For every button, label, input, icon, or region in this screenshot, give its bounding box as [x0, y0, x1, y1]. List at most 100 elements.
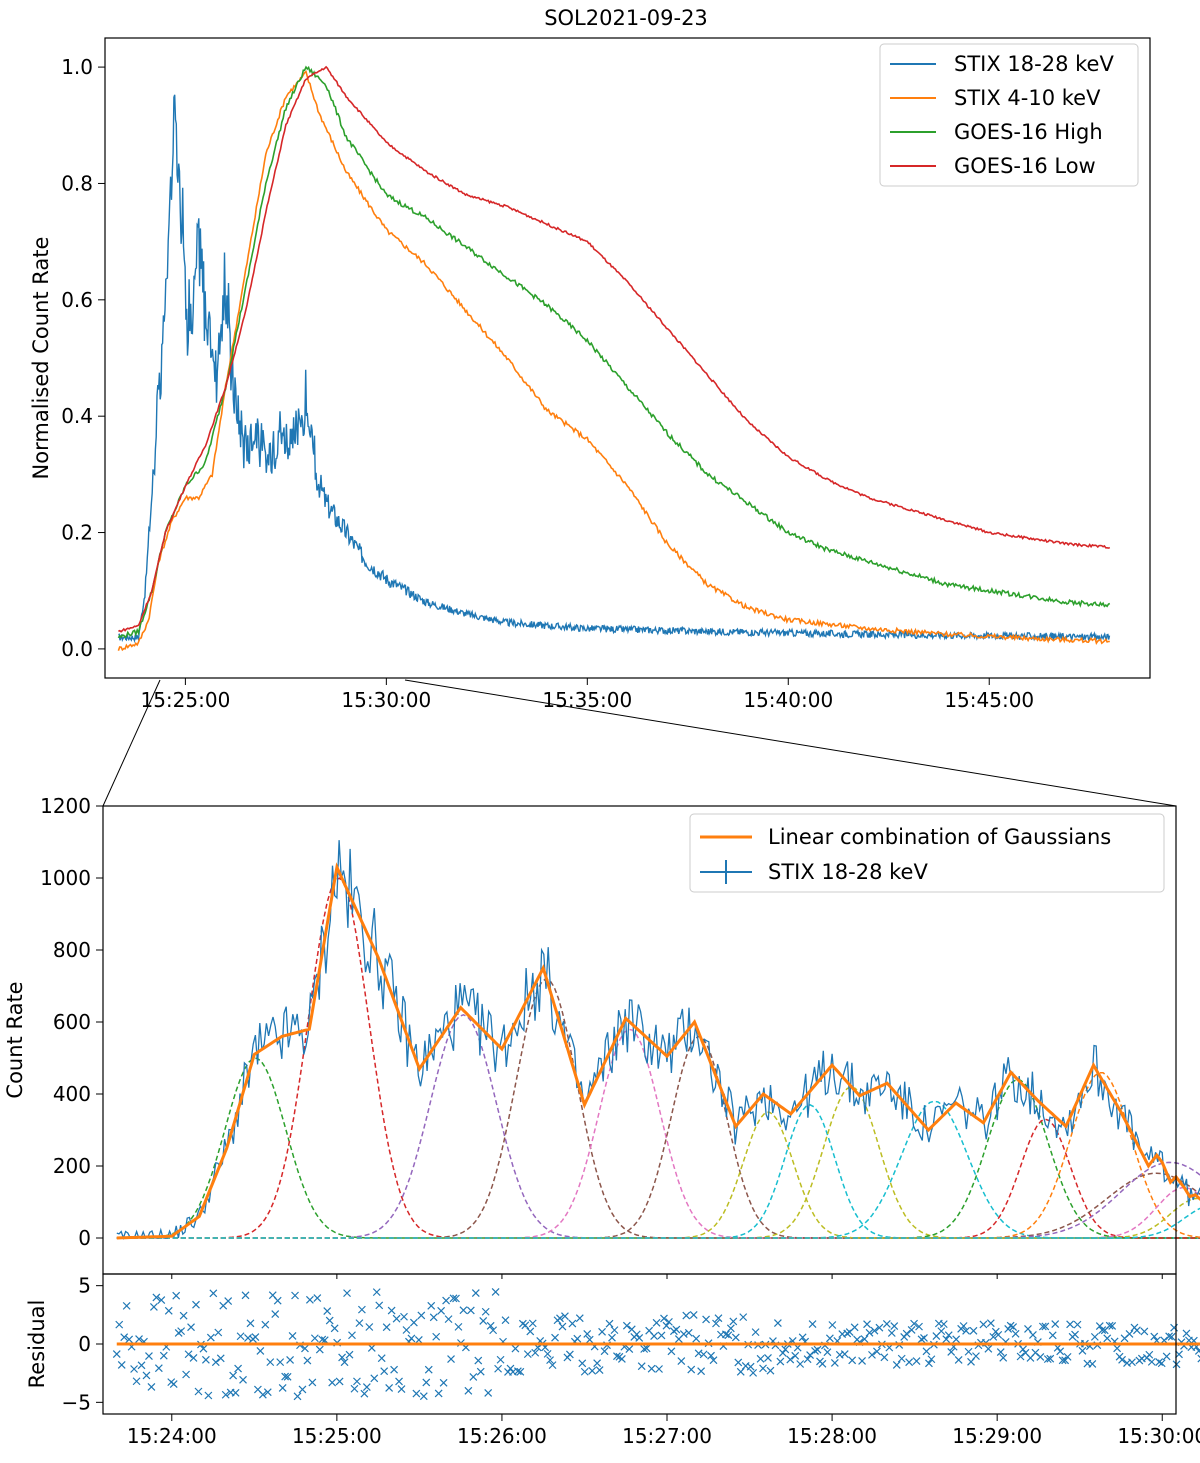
residual-marker [135, 1335, 143, 1344]
mid-y-tick-label: 400 [53, 1082, 91, 1106]
residual-marker [1061, 1356, 1070, 1365]
residual-marker [1140, 1327, 1149, 1336]
residual-marker [521, 1321, 530, 1330]
residual-marker [996, 1348, 1005, 1357]
residual-marker [370, 1374, 379, 1383]
residual-marker [825, 1334, 834, 1343]
residual-marker [400, 1312, 408, 1321]
residual-marker [375, 1301, 384, 1310]
residual-marker [489, 1326, 498, 1335]
mid-y-tick-label: 1000 [40, 866, 91, 890]
residual-marker [860, 1335, 869, 1343]
residual-marker [256, 1346, 265, 1355]
residual-marker [593, 1359, 602, 1368]
top-ylabel: Normalised Count Rate [29, 237, 53, 480]
gaussian-component [116, 1057, 1200, 1239]
residual-marker [1078, 1346, 1087, 1355]
residual-marker [1041, 1322, 1050, 1331]
residual-marker [216, 1354, 225, 1363]
residual-marker [902, 1329, 911, 1338]
residual-marker [823, 1348, 832, 1357]
residual-marker [149, 1303, 158, 1311]
residual-marker [454, 1322, 463, 1331]
residual-marker [1056, 1347, 1065, 1356]
bot-x-tick-label: 15:29:00 [952, 1424, 1042, 1448]
residual-marker [348, 1331, 356, 1340]
residual-marker [1175, 1350, 1183, 1359]
gaussian-component [116, 1111, 1200, 1239]
residual-marker [699, 1350, 708, 1359]
residual-marker [288, 1332, 297, 1340]
residual-marker [266, 1358, 275, 1367]
residual-marker [147, 1382, 156, 1391]
top-y-tick-label: 1.0 [61, 55, 93, 79]
residual-marker [863, 1320, 871, 1329]
residual-marker [568, 1319, 577, 1328]
residual-marker [120, 1333, 129, 1342]
residual-marker [811, 1347, 819, 1355]
residual-marker [1048, 1331, 1057, 1340]
residual-marker [734, 1358, 743, 1367]
residual-marker [1128, 1358, 1136, 1367]
residual-marker [776, 1357, 785, 1366]
residual-marker [1103, 1334, 1112, 1343]
top-title: SOL2021-09-23 [544, 6, 708, 30]
gaussian-component [116, 1118, 1200, 1239]
residual-marker [551, 1333, 559, 1342]
residual-marker [1019, 1345, 1027, 1354]
bot-x-tick-label: 15:30:00 [1117, 1424, 1200, 1448]
residual-marker [796, 1360, 805, 1368]
residual-marker [937, 1327, 946, 1336]
residual-marker [694, 1349, 703, 1358]
residual-marker [635, 1333, 644, 1342]
residual-marker [481, 1307, 490, 1316]
residual-marker [125, 1335, 134, 1344]
residual-marker [583, 1329, 592, 1338]
residual-marker [192, 1300, 200, 1309]
residual-marker [662, 1321, 671, 1330]
residual-marker [994, 1330, 1003, 1339]
residual-marker [491, 1288, 500, 1296]
residual-marker [466, 1306, 475, 1315]
residual-marker [660, 1314, 668, 1323]
top-legend-label: GOES-16 High [954, 120, 1103, 144]
residual-marker [952, 1335, 961, 1344]
residual-marker [182, 1370, 191, 1379]
top-x-tick-label: 15:30:00 [341, 688, 431, 712]
residual-marker [927, 1355, 936, 1364]
residual-plot-area [112, 1288, 1200, 1401]
residual-marker [558, 1322, 567, 1331]
residual-marker [1063, 1352, 1072, 1361]
residual-marker [791, 1351, 800, 1360]
residual-marker [944, 1331, 953, 1340]
residual-marker [1155, 1358, 1164, 1366]
residual-marker [840, 1350, 849, 1358]
residual-marker [575, 1314, 584, 1323]
residual-marker [283, 1372, 292, 1381]
residual-marker [187, 1323, 195, 1332]
residual-marker [382, 1323, 391, 1332]
residual-marker [159, 1351, 168, 1360]
residual-marker [731, 1333, 740, 1342]
mid-y-tick-label: 200 [53, 1154, 91, 1178]
residual-marker [1038, 1322, 1047, 1331]
residual-marker [556, 1314, 564, 1323]
residual-marker [372, 1288, 381, 1297]
residual-marker [395, 1377, 403, 1386]
residual-marker [137, 1361, 146, 1370]
residual-marker [1043, 1355, 1052, 1364]
residual-marker [419, 1392, 428, 1401]
residual-marker [749, 1368, 758, 1377]
residual-marker [890, 1322, 899, 1330]
mid-legend-label-fit: Linear combination of Gaussians [768, 825, 1111, 849]
residual-marker [962, 1326, 971, 1335]
top-y-tick-label: 0.2 [61, 521, 93, 545]
mid-ylabel: Count Rate [3, 981, 27, 1098]
residual-marker [964, 1347, 973, 1356]
residual-marker [350, 1384, 359, 1393]
residual-marker [947, 1347, 956, 1356]
residual-marker [117, 1360, 126, 1369]
residual-marker [808, 1320, 817, 1328]
residual-marker [781, 1345, 790, 1354]
bot-x-tick-label: 15:24:00 [127, 1424, 217, 1448]
